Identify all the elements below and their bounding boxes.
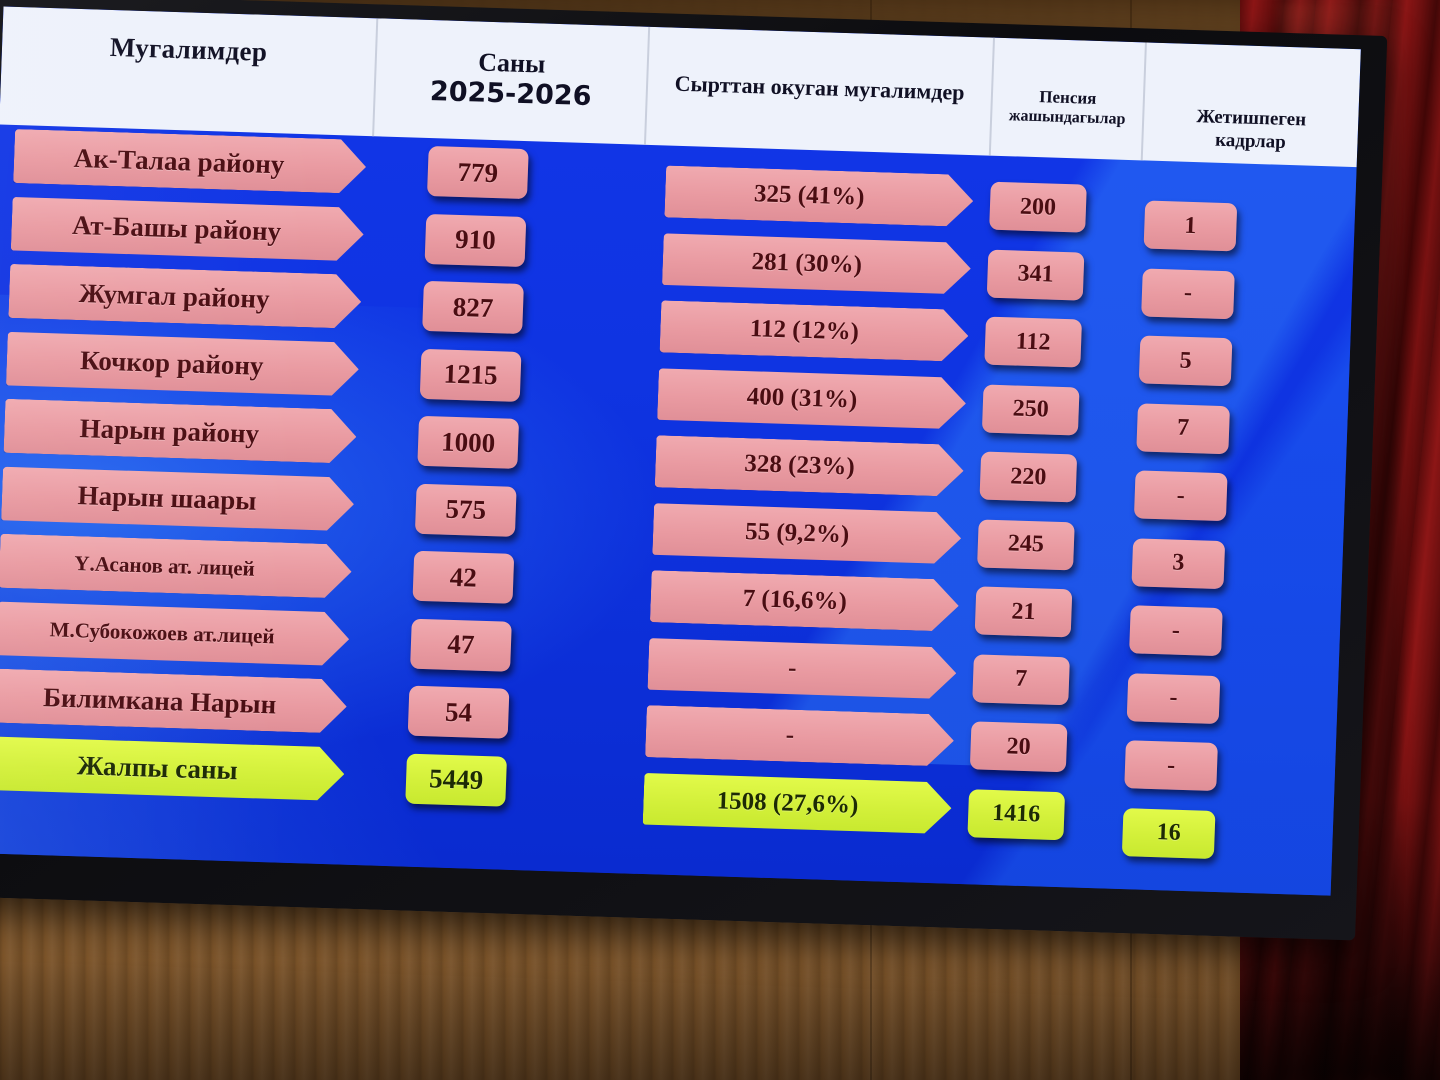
column-header-lacking-label2: кадрлар bbox=[1214, 129, 1287, 154]
row-pension-cell: 20 bbox=[969, 721, 1068, 773]
row-label-cell: Ү.Асанов ат. лицей bbox=[0, 534, 352, 599]
column-header-teachers: Мугалимдер bbox=[0, 6, 379, 137]
row-count-cell: 1000 bbox=[417, 415, 520, 469]
row-lacking-cell: 16 bbox=[1121, 807, 1216, 859]
row-count-cell: 827 bbox=[422, 280, 524, 335]
row-count-cell: 54 bbox=[407, 685, 510, 739]
row-external-cell: - bbox=[645, 705, 955, 767]
row-label-cell: Кочкор району bbox=[6, 331, 360, 396]
row-external-cell: 112 (12%) bbox=[660, 300, 970, 362]
row-lacking-cell: - bbox=[1133, 470, 1228, 522]
row-external-cell: 325 (41%) bbox=[664, 165, 974, 227]
row-external-cell: - bbox=[647, 638, 957, 700]
row-lacking-cell: - bbox=[1124, 740, 1218, 792]
row-external-cell: 7 (16,6%) bbox=[650, 570, 960, 632]
row-external-cell: 1508 (27,6%) bbox=[643, 773, 953, 835]
row-count-cell: 779 bbox=[426, 145, 529, 200]
slide-screen: Мугалимдер Саны 2025-2026 Сырттан окуган… bbox=[0, 6, 1361, 896]
column-header-pension-label1: Пенсия bbox=[1039, 87, 1097, 108]
table-body: Ак-Талаа району 779 325 (41%) 200 1 Ат-Башы р… bbox=[0, 124, 1357, 895]
row-pension-cell: 341 bbox=[986, 249, 1085, 301]
row-external-cell: 55 (9,2%) bbox=[652, 503, 962, 565]
column-header-external-label: Сырттан окуган мугалимдер bbox=[674, 70, 965, 105]
row-pension-cell: 245 bbox=[977, 518, 1075, 570]
row-count-cell: 42 bbox=[412, 550, 515, 604]
row-count-cell: 910 bbox=[424, 213, 527, 267]
column-header-external: Сырттан окуган мугалимдер bbox=[645, 26, 996, 156]
column-header-count: Саны 2025-2026 bbox=[374, 18, 651, 145]
column-header-lacking: Жетишпеген кадрлар bbox=[1143, 42, 1361, 167]
row-label-cell: Ак-Талаа району bbox=[13, 129, 367, 194]
row-external-cell: 281 (30%) bbox=[662, 233, 972, 295]
row-pension-cell: 1416 bbox=[967, 788, 1066, 840]
row-label-cell: Жумгал району bbox=[8, 264, 362, 329]
row-label-cell: Нарын району bbox=[4, 399, 358, 464]
row-label-cell: Нарын шаары bbox=[1, 466, 355, 531]
row-lacking-cell: 1 bbox=[1143, 200, 1238, 252]
row-lacking-cell: 3 bbox=[1131, 537, 1226, 589]
column-header-count-years: 2025-2026 bbox=[429, 76, 592, 113]
row-label-cell: Ат-Башы району bbox=[11, 196, 365, 261]
row-pension-cell: 220 bbox=[979, 451, 1078, 503]
row-external-cell: 328 (23%) bbox=[655, 435, 965, 497]
floor-shadow bbox=[0, 960, 1440, 1080]
column-header-pension: Пенсия жашындагылар bbox=[990, 37, 1147, 161]
row-pension-cell: 250 bbox=[981, 384, 1080, 436]
display-screen-panel: Мугалимдер Саны 2025-2026 Сырттан окуган… bbox=[0, 0, 1388, 941]
row-lacking-cell: - bbox=[1129, 605, 1223, 657]
row-lacking-cell: 7 bbox=[1136, 402, 1230, 454]
row-count-cell: 1215 bbox=[419, 348, 522, 402]
row-count-cell: 47 bbox=[410, 618, 512, 672]
row-count-cell: 5449 bbox=[405, 753, 507, 807]
row-lacking-cell: - bbox=[1126, 672, 1221, 724]
row-label-cell: Билимкана Нарын bbox=[0, 669, 348, 734]
column-header-lacking-label1: Жетишпеген bbox=[1196, 106, 1307, 131]
row-label-cell: Жалпы саны bbox=[0, 736, 345, 801]
row-external-cell: 400 (31%) bbox=[657, 368, 967, 430]
row-count-cell: 575 bbox=[414, 483, 517, 537]
row-lacking-cell: 5 bbox=[1138, 335, 1233, 387]
row-pension-cell: 21 bbox=[974, 586, 1073, 638]
column-header-teachers-label: Мугалимдер bbox=[109, 31, 268, 67]
row-pension-cell: 200 bbox=[989, 181, 1087, 233]
row-label-cell: М.Субокожоев ат.лицей bbox=[0, 601, 350, 666]
row-pension-cell: 7 bbox=[972, 653, 1070, 705]
row-pension-cell: 112 bbox=[984, 316, 1082, 368]
column-header-pension-label2: жашындагылар bbox=[1008, 107, 1126, 128]
column-header-count-label: Саны bbox=[477, 47, 546, 79]
row-lacking-cell: - bbox=[1141, 267, 1235, 319]
